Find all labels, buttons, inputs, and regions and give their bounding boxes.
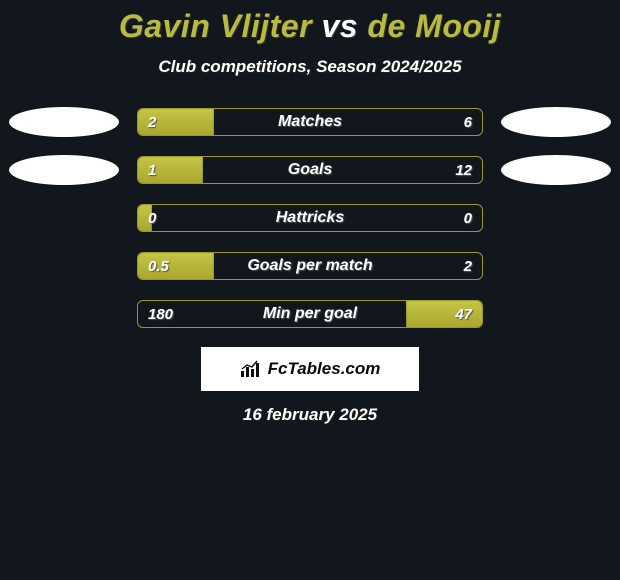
title-vs: vs [321, 8, 358, 44]
stat-row: 18047Min per goal [0, 299, 620, 329]
brand-chart-icon [240, 360, 262, 378]
club-logo-left [9, 155, 119, 185]
club-spacer [9, 251, 119, 281]
stat-value-left: 1 [148, 157, 156, 183]
stat-label: Hattricks [138, 205, 482, 231]
club-spacer [501, 203, 611, 233]
stat-value-left: 0.5 [148, 253, 169, 279]
stat-row: 26Matches [0, 107, 620, 137]
brand-badge[interactable]: FcTables.com [201, 347, 419, 391]
stat-value-left: 2 [148, 109, 156, 135]
club-spacer [501, 299, 611, 329]
stat-bar: 0.52Goals per match [137, 252, 483, 280]
bar-fill-right [481, 109, 482, 135]
bar-fill-left [138, 301, 139, 327]
comparison-card: Gavin Vlijter vs de Mooij Club competiti… [0, 0, 620, 425]
stat-row: 0 0Hattricks [0, 203, 620, 233]
player1-name: Gavin Vlijter [119, 8, 312, 44]
stat-value-right: 47 [455, 301, 472, 327]
stat-bar: 112Goals [137, 156, 483, 184]
stat-value-left: 0 [148, 205, 156, 231]
player2-name: de Mooij [367, 8, 501, 44]
stat-bar: 18047Min per goal [137, 300, 483, 328]
brand-text: FcTables.com [268, 359, 381, 379]
stat-row: 112Goals [0, 155, 620, 185]
club-spacer [9, 299, 119, 329]
club-logo-right [501, 107, 611, 137]
club-logo-right [501, 155, 611, 185]
stat-bar: 26Matches [137, 108, 483, 136]
page-title: Gavin Vlijter vs de Mooij [0, 8, 620, 45]
club-spacer [9, 203, 119, 233]
stat-value-left: 180 [148, 301, 173, 327]
stat-value-right: 0 [464, 205, 472, 231]
stat-value-right: 6 [464, 109, 472, 135]
club-spacer [501, 251, 611, 281]
club-logo-left [9, 107, 119, 137]
stats-rows: 26Matches112Goals00Hattricks0.52Goals pe… [0, 107, 620, 329]
stat-value-right: 12 [455, 157, 472, 183]
bar-fill-right [481, 253, 482, 279]
stat-row: 0.52Goals per match [0, 251, 620, 281]
bar-fill-right [481, 157, 482, 183]
bar-fill-right [481, 205, 482, 231]
stat-bar: 0 0Hattricks [137, 204, 483, 232]
stat-value-right: 2 [464, 253, 472, 279]
date-line: 16 february 2025 [0, 405, 620, 425]
subtitle: Club competitions, Season 2024/2025 [0, 57, 620, 77]
